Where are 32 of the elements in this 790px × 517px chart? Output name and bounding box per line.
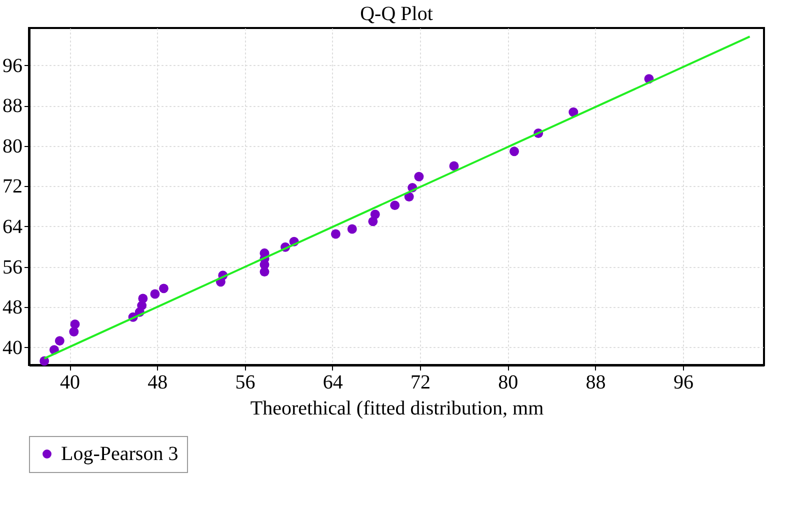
y-tick-label: 48 [2, 296, 22, 319]
point [150, 289, 160, 299]
y-tick-label: 88 [2, 95, 22, 118]
point [390, 200, 400, 210]
y-tick-label: 40 [2, 336, 22, 359]
x-tick-label: 56 [235, 372, 256, 394]
point [414, 172, 424, 182]
point [54, 336, 64, 346]
x-tick-label: 48 [148, 372, 168, 394]
point [449, 161, 459, 171]
point [370, 210, 380, 220]
chart-title: Q-Q Plot [360, 3, 434, 25]
point [70, 319, 80, 329]
legend-label: Log-Pearson 3 [61, 443, 178, 465]
point [158, 284, 168, 294]
x-tick-label: 40 [60, 372, 80, 394]
x-tick-label: 80 [498, 372, 518, 394]
y-tick-label: 56 [2, 256, 22, 278]
x-tick-label: 64 [322, 372, 343, 394]
x-tick-label: 96 [673, 372, 694, 394]
y-tick-label: 72 [2, 176, 22, 198]
x-axis-title: Theorethical (fitted distribution, mm [250, 398, 544, 420]
x-tick-label: 88 [586, 372, 606, 394]
point [330, 229, 340, 239]
y-tick-label: 96 [2, 54, 22, 77]
point [138, 294, 148, 304]
y-tick-label: 80 [2, 135, 22, 158]
point [347, 224, 357, 234]
y-tick-label: 64 [2, 216, 22, 238]
point [568, 107, 578, 117]
x-tick-label: 72 [410, 372, 431, 394]
point [510, 146, 519, 156]
